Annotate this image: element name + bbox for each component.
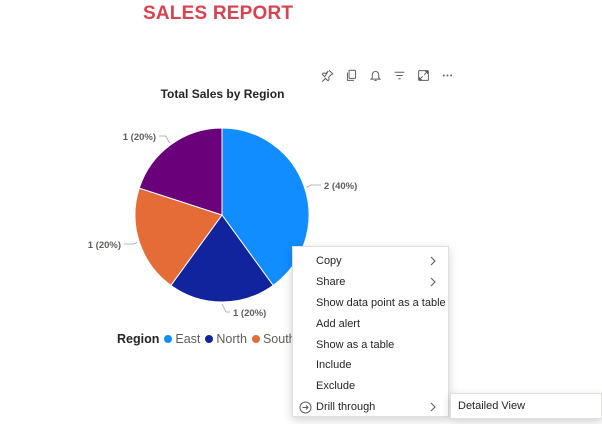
alert-bell-icon[interactable] bbox=[366, 66, 384, 84]
focus-mode-icon[interactable] bbox=[414, 66, 432, 84]
chevron-right-icon bbox=[430, 256, 436, 266]
leader-line-south bbox=[124, 242, 138, 245]
menu-item-share[interactable]: Share bbox=[293, 272, 448, 293]
filter-icon[interactable] bbox=[390, 66, 408, 84]
menu-item-include[interactable]: Include bbox=[293, 355, 448, 376]
data-label-west: 1 (20%) bbox=[123, 132, 156, 143]
menu-item-label: Show as a table bbox=[316, 338, 395, 351]
chevron-right-icon bbox=[430, 277, 436, 287]
leader-line-west bbox=[159, 135, 171, 144]
pie-slice-south[interactable] bbox=[134, 187, 223, 287]
menu-item-show-as-table[interactable]: Show as a table bbox=[293, 334, 448, 355]
menu-item-label: Share bbox=[316, 276, 346, 289]
legend-item-south[interactable]: South bbox=[251, 332, 296, 346]
visual-header-toolbar bbox=[318, 66, 456, 84]
leader-line-north bbox=[221, 303, 230, 313]
report-title: SALES REPORT bbox=[143, 3, 294, 24]
copy-visual-icon[interactable] bbox=[342, 66, 360, 84]
menu-item-show-data-point-as-table[interactable]: Show data point as a table bbox=[293, 293, 448, 314]
menu-item-label: Include bbox=[316, 359, 352, 372]
menu-item-label: Copy bbox=[316, 255, 342, 268]
menu-item-label: Show data point as a table bbox=[316, 296, 446, 309]
data-label-south: 1 (20%) bbox=[88, 240, 121, 251]
context-menu: Copy Share Show data point as a table Ad… bbox=[292, 246, 449, 417]
pie-slice-north[interactable] bbox=[170, 214, 274, 303]
menu-item-label: Add alert bbox=[316, 317, 361, 330]
legend-label: North bbox=[216, 332, 247, 346]
drill-through-icon bbox=[299, 401, 312, 414]
legend-item-north[interactable]: North bbox=[205, 332, 247, 346]
legend-swatch bbox=[251, 335, 260, 343]
drill-through-submenu: Detailed View bbox=[450, 393, 602, 419]
pie-slice-east[interactable] bbox=[221, 127, 310, 287]
data-label-north: 1 (20%) bbox=[233, 308, 266, 319]
chart-legend: Region East North South bbox=[117, 331, 317, 347]
legend-label: East bbox=[175, 332, 201, 346]
pin-icon[interactable] bbox=[318, 66, 336, 84]
legend-item-east[interactable]: East bbox=[164, 332, 200, 346]
menu-item-add-alert[interactable]: Add alert bbox=[293, 313, 448, 334]
chart-title: Total Sales by Region bbox=[160, 87, 285, 101]
more-options-icon[interactable] bbox=[438, 66, 456, 84]
menu-item-label: Drill through bbox=[316, 400, 376, 413]
legend-swatch bbox=[164, 335, 173, 343]
submenu-item-detailed-view[interactable]: Detailed View bbox=[458, 400, 526, 412]
data-label-east: 2 (40%) bbox=[324, 181, 357, 192]
legend-title: Region bbox=[117, 332, 160, 346]
menu-item-label: Exclude bbox=[316, 380, 356, 393]
menu-item-copy[interactable]: Copy bbox=[293, 251, 448, 272]
chevron-right-icon bbox=[430, 402, 436, 411]
legend-label: South bbox=[262, 332, 296, 346]
legend-swatch bbox=[205, 335, 214, 343]
menu-item-drill-through[interactable]: Drill through bbox=[293, 397, 448, 418]
menu-item-exclude[interactable]: Exclude bbox=[293, 376, 448, 397]
pie-slice-west[interactable] bbox=[138, 127, 223, 216]
leader-line-east bbox=[306, 184, 321, 188]
